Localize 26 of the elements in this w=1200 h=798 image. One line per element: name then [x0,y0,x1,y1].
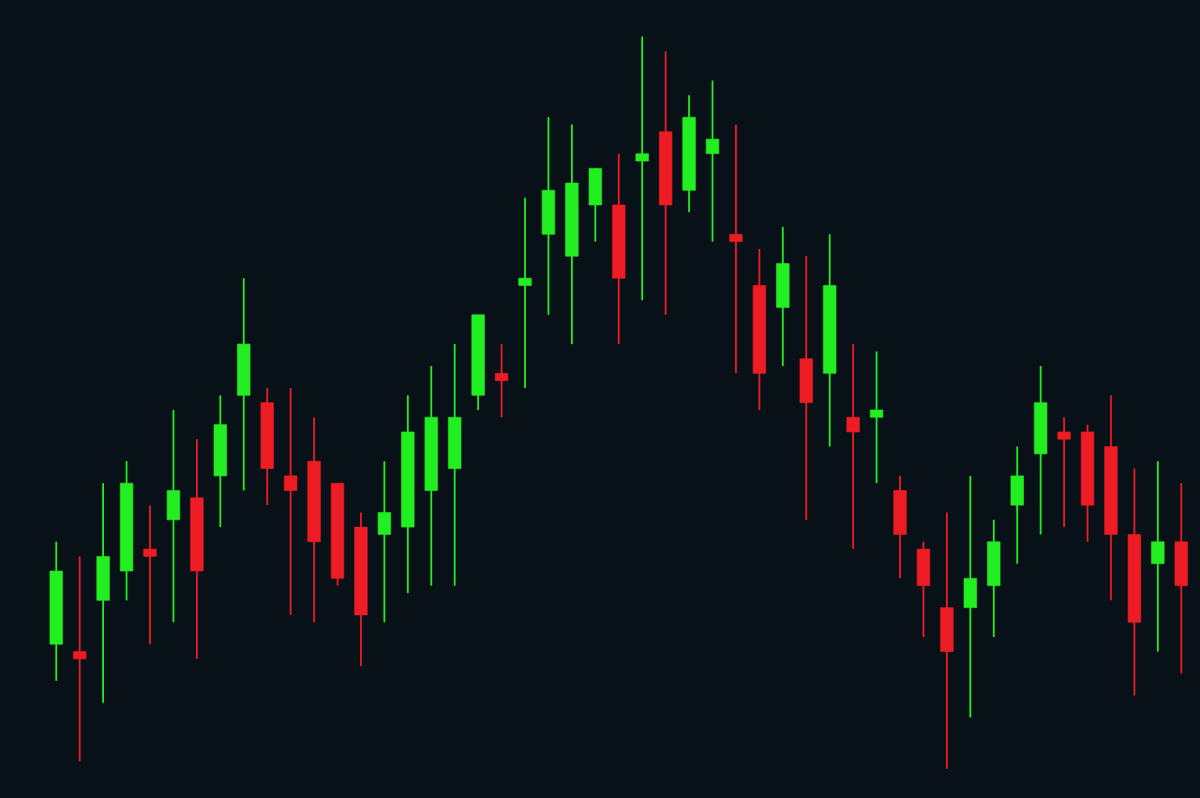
candlestick [494,343,509,419]
candlestick [869,350,884,485]
candlestick [1057,416,1071,529]
candlestick [799,255,813,521]
candlestick [143,504,157,646]
candlestick [940,511,954,770]
candlestick [963,474,977,719]
candlestick [166,409,181,624]
candlestick [1174,482,1188,675]
candlestick [846,343,860,550]
candlestick [705,79,720,243]
candlestick [729,123,743,375]
candlestick [588,167,602,243]
candlestick [377,460,392,624]
candlestick [776,226,790,367]
candlestick [96,482,110,704]
candlestick [893,474,907,580]
candlestick [541,116,556,316]
candlestick [916,540,931,638]
candlestick [987,518,1001,638]
candlestick [518,196,532,389]
candlestick [73,555,87,763]
candlestick [635,35,649,302]
candlestick [284,387,298,616]
candlestick [1010,445,1024,565]
candlestick [1151,460,1165,653]
